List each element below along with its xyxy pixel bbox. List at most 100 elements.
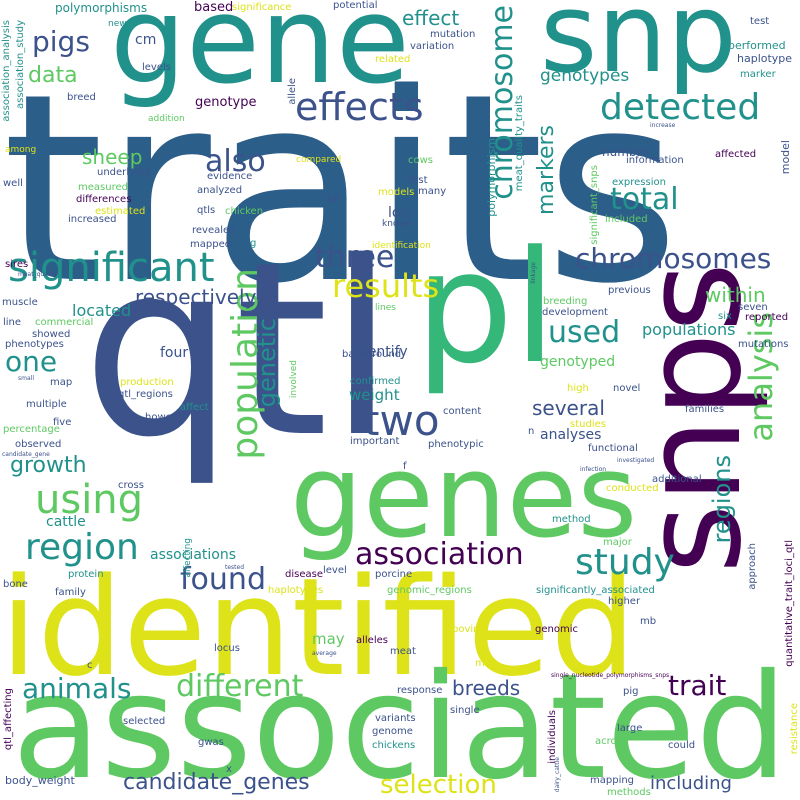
word-g: g xyxy=(250,238,257,249)
word-significance: significance xyxy=(232,2,292,13)
word-protein: protein xyxy=(68,569,104,580)
word-polymorphism: polymorphism xyxy=(485,138,498,217)
word-mb: mb xyxy=(640,616,657,627)
word-mutation: mutation xyxy=(430,29,476,40)
word-single: single xyxy=(450,705,480,716)
word-individuals: individuals xyxy=(547,710,558,764)
word-average: average xyxy=(312,650,337,657)
word-genomic: genomic xyxy=(535,624,578,635)
word-evidence: evidence xyxy=(207,171,253,182)
word-cattle: cattle xyxy=(46,514,86,530)
word-map: map xyxy=(50,377,73,388)
word-approach: approach xyxy=(747,543,758,590)
word-reported: reported xyxy=(745,312,789,323)
word-results: results xyxy=(332,267,440,305)
word-marker: marker xyxy=(740,69,776,80)
word-cross: cross xyxy=(118,480,144,491)
word-underlying: underlying xyxy=(97,167,151,178)
word-expression: expression xyxy=(612,177,666,188)
word-different: different xyxy=(176,669,304,704)
word-families: families xyxy=(685,404,725,415)
word-weight: weight xyxy=(349,386,400,404)
word-increased: increased xyxy=(68,214,117,225)
word-significant: significant xyxy=(8,245,215,291)
word-lines: lines xyxy=(375,303,396,313)
word-disease: disease xyxy=(285,569,323,580)
word-mapped: mapped xyxy=(190,239,232,250)
word-also: also xyxy=(205,144,266,179)
word-identified: identified xyxy=(0,549,637,706)
word-functional: functional xyxy=(588,443,638,454)
word-cows: cows xyxy=(408,155,434,166)
word-seven: seven xyxy=(738,302,768,313)
word-muscle: muscle xyxy=(2,297,38,308)
word-qtl-affecting: qtl_affecting xyxy=(3,688,14,751)
word-three: three xyxy=(315,240,395,275)
word-large: large xyxy=(617,723,643,734)
word-analyses: analyses xyxy=(540,427,602,443)
word-many: many xyxy=(418,186,447,197)
word-porcine: porcine xyxy=(375,569,413,580)
word-major: major xyxy=(603,537,632,548)
word-significant-snps: significant_snps xyxy=(589,165,600,245)
word-potential: potential xyxy=(333,0,378,11)
word-five: five xyxy=(53,417,72,428)
word-resistance: resistance xyxy=(789,703,800,755)
word-well: well xyxy=(3,178,23,189)
word-qtl: qtl xyxy=(82,210,396,490)
word-linkage: linkage xyxy=(530,262,537,284)
word-association: association xyxy=(355,537,524,572)
word-detected: detected xyxy=(600,87,761,128)
word-identify: identify xyxy=(355,344,408,360)
word-first: first xyxy=(408,175,428,186)
word-four: four xyxy=(160,345,189,361)
word-methods: methods xyxy=(607,787,651,798)
word-selection: selection xyxy=(380,770,497,800)
word-breeds: breeds xyxy=(452,676,521,700)
word-method: method xyxy=(552,514,591,525)
word-within: within xyxy=(705,283,766,307)
word-genes: genes xyxy=(290,430,638,564)
word-response: response xyxy=(397,685,443,696)
word-six: six xyxy=(718,311,732,322)
word-pig: pig xyxy=(623,686,639,697)
word-c: c xyxy=(87,660,93,671)
word-measured: measured xyxy=(78,182,128,193)
word-related: related xyxy=(375,54,411,65)
word-analyzed: analyzed xyxy=(197,185,243,196)
word-effect: effect xyxy=(402,6,460,30)
word-among: among xyxy=(5,145,37,155)
word-development: development xyxy=(542,307,608,318)
word-associations: associations xyxy=(150,547,237,563)
word-tested: tested xyxy=(225,564,245,571)
word-cm: cm xyxy=(135,32,157,48)
word-showed: showed xyxy=(32,329,71,340)
word-data: data xyxy=(28,63,78,88)
word-locus: locus xyxy=(214,643,240,654)
word-high: high xyxy=(567,383,589,394)
word-mutations: mutations xyxy=(738,339,789,350)
word-genotype: genotype xyxy=(195,95,257,110)
word-new: new xyxy=(108,19,127,29)
word-two: two xyxy=(363,396,440,445)
word-information: information xyxy=(626,155,684,166)
word-body-weight: body_weight xyxy=(5,774,75,787)
word-located: located xyxy=(72,301,132,320)
word-found: found xyxy=(180,562,266,597)
word-line: line xyxy=(3,317,22,328)
word-selected: selected xyxy=(123,716,166,727)
word-chicken: chicken xyxy=(225,206,264,217)
word-genetic: genetic xyxy=(253,318,281,408)
word-production: production xyxy=(120,377,174,388)
word-pigs: pigs xyxy=(32,25,90,58)
word-meat-quality: meat_quality xyxy=(18,271,58,278)
word-sheep: sheep xyxy=(82,145,143,169)
word-variants: variants xyxy=(375,713,416,724)
word-novel: novel xyxy=(613,383,641,394)
word-x: x xyxy=(226,764,232,775)
word-test: test xyxy=(750,16,770,27)
word-haplotypes: haplotypes xyxy=(268,585,324,596)
word-could: could xyxy=(668,740,696,751)
word-growth: growth xyxy=(10,453,87,478)
